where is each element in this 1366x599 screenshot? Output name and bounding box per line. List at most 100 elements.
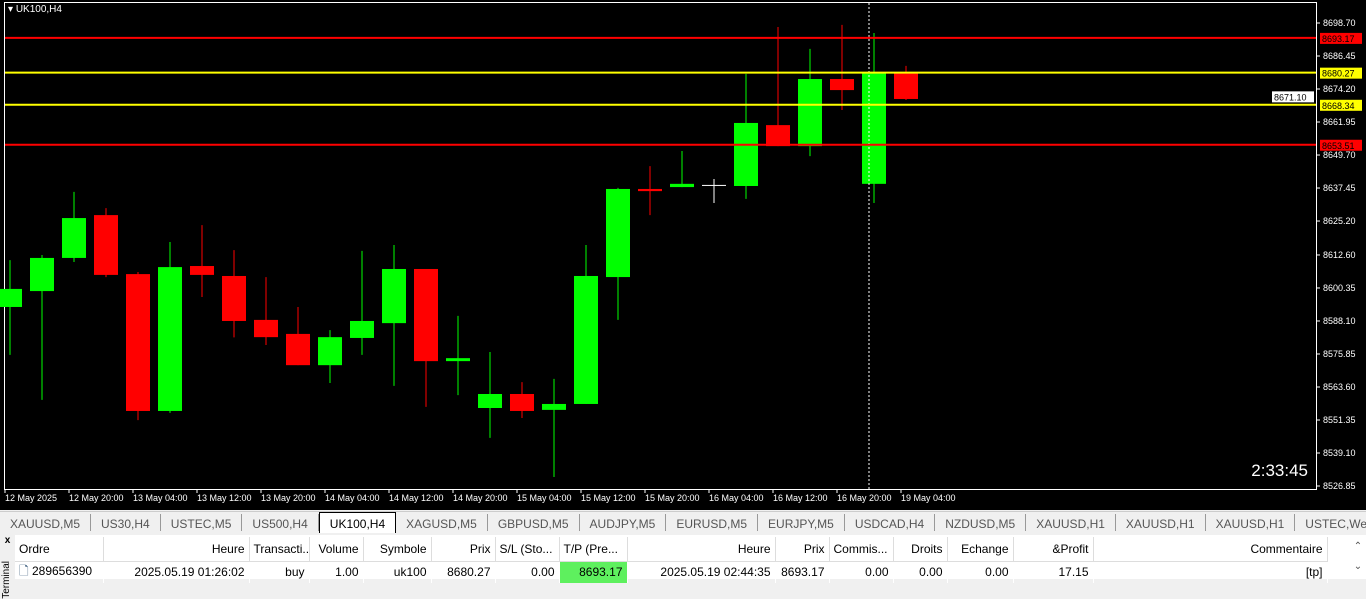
column-header[interactable]: Prix — [431, 537, 496, 562]
candle — [0, 260, 22, 355]
terminal-side: x Terminal — [0, 535, 15, 599]
cell: 1.00 — [309, 561, 364, 583]
chart-symbol-label[interactable]: ▾ UK100,H4 — [8, 4, 62, 15]
time-tick-label: 14 May 20:00 — [453, 493, 508, 503]
time-tick-label: 15 May 04:00 — [517, 493, 572, 503]
candle — [510, 382, 534, 418]
candle — [414, 268, 438, 407]
candle — [798, 48, 822, 157]
chart-canvas[interactable]: 8698.70 8686.45 8674.20 8661.95 8649.70 8637.… — [0, 0, 1366, 510]
price-level-tag — [1320, 67, 1362, 79]
candle-body — [62, 218, 86, 258]
cell: 17.15 — [1013, 561, 1094, 583]
time-tick-label: 16 May 12:00 — [773, 493, 828, 503]
cell: 2025.05.19 02:44:35 — [627, 561, 776, 583]
column-header[interactable]: S/L (Sto... — [495, 537, 560, 562]
tab-eurjpy-m5[interactable]: EURJPY,M5 — [758, 514, 845, 531]
tab-xauusd-h1[interactable]: XAUUSD,H1 — [1116, 514, 1206, 531]
trades-table: Ordre Heure Transacti... Volume Symbole Prix S… — [15, 537, 1328, 583]
column-header[interactable]: Echange — [947, 537, 1014, 562]
scrollbar[interactable]: ⌃ ⌄ — [1350, 537, 1366, 579]
tab-xagusd-m5[interactable]: XAGUSD,M5 — [396, 514, 488, 531]
tab-xauusd-h1[interactable]: XAUUSD,H1 — [1026, 514, 1116, 531]
candle — [318, 330, 342, 383]
terminal-label: Terminal — [1, 561, 12, 599]
tab-usdcad-h4[interactable]: USDCAD,H4 — [845, 514, 936, 531]
cell-value: 0.00 — [985, 565, 1009, 579]
tab-us30-h4[interactable]: US30,H4 — [91, 514, 161, 531]
cell: 8680.27 — [431, 561, 496, 583]
candle — [62, 191, 86, 262]
tab-ustec-weekly[interactable]: USTEC,Weekly — [1295, 514, 1366, 531]
price-level-tag — [1320, 99, 1362, 111]
time-tick-label: 13 May 04:00 — [133, 493, 188, 503]
column-header[interactable]: Transacti... — [249, 537, 310, 562]
tab-audjpy-m5[interactable]: AUDJPY,M5 — [580, 514, 667, 531]
price-tick-label: 8661.95 — [1323, 117, 1356, 127]
cell-value: 8693.17 — [579, 565, 623, 579]
price-chart[interactable]: 8698.70 8686.45 8674.20 8661.95 8649.70 8637.… — [0, 0, 1366, 510]
candle-body — [670, 183, 694, 188]
chart-tabs: XAUUSD,M5 US30,H4 USTEC,M5 US500,H4 UK100,H4… — [0, 511, 1366, 533]
cell-value: 2025.05.19 01:26:02 — [134, 565, 245, 579]
cell-value: 0.00 — [919, 565, 943, 579]
tab-gbpusd-m5[interactable]: GBPUSD,M5 — [488, 514, 580, 531]
tab-xauusd-h1[interactable]: XAUUSD,H1 — [1206, 514, 1296, 531]
price-tick-label: 8637.45 — [1323, 183, 1356, 193]
cell-value: 0.00 — [865, 565, 889, 579]
tab-xauusd-m5[interactable]: XAUUSD,M5 — [0, 514, 92, 531]
candle — [734, 73, 758, 199]
column-header[interactable]: Volume — [309, 537, 364, 562]
candle-body — [222, 275, 246, 321]
candle — [30, 254, 54, 400]
candle-body — [0, 288, 22, 307]
candle-timer: 2:33:45 — [1251, 461, 1308, 480]
candle-body — [510, 393, 534, 411]
price-tick-label: 8526.85 — [1323, 481, 1356, 491]
tab-eurusd-m5[interactable]: EURUSD,M5 — [666, 514, 759, 531]
candle-body — [798, 79, 822, 147]
candle-body — [350, 320, 374, 338]
cell: buy — [249, 561, 310, 583]
candle-body — [446, 358, 470, 362]
column-header[interactable]: Droits — [893, 537, 948, 562]
time-tick-label: 12 May 2025 — [5, 493, 57, 503]
trade-row[interactable]: 🗋 289656390 2025.05.19 01:26:02 buy 1.00 uk1… — [15, 561, 1328, 583]
tab-uk100-h4[interactable]: UK100,H4 — [318, 512, 397, 533]
column-header[interactable]: Heure — [627, 537, 776, 562]
column-header[interactable]: T/P (Pre... — [559, 537, 628, 562]
chart-frame — [4, 2, 1317, 490]
scroll-up-icon[interactable]: ⌃ — [1353, 541, 1363, 552]
cell: 0.00 — [829, 561, 894, 583]
price-tick-label: 8686.45 — [1323, 51, 1356, 61]
candle-body — [894, 73, 918, 99]
cell-value: 2025.05.19 02:44:35 — [660, 565, 771, 579]
candle-body — [830, 79, 854, 91]
close-icon[interactable]: x — [4, 535, 11, 546]
candle-body — [638, 188, 662, 192]
scroll-down-icon[interactable]: ⌄ — [1353, 561, 1363, 572]
candle — [542, 378, 566, 477]
column-header[interactable]: &Profit — [1013, 537, 1094, 562]
tab-us500-h4[interactable]: US500,H4 — [242, 514, 319, 531]
price-tick-label: 8575.85 — [1323, 349, 1356, 359]
candle — [254, 277, 278, 345]
column-header[interactable]: Commis... — [829, 537, 894, 562]
column-header[interactable]: Heure — [103, 537, 250, 562]
column-header[interactable]: Symbole — [363, 537, 432, 562]
column-header[interactable]: Prix — [775, 537, 830, 562]
candle-body — [414, 268, 438, 362]
candle — [446, 315, 470, 396]
column-header[interactable]: Commentaire — [1093, 537, 1328, 562]
price-tick-label: 8698.70 — [1323, 18, 1356, 28]
price-level-label: 8668.34 — [1322, 101, 1355, 111]
column-header[interactable]: Ordre — [15, 537, 104, 562]
bid-label: 8671.10 — [1274, 92, 1307, 102]
candle-body — [254, 319, 278, 338]
tab-ustec-m5[interactable]: USTEC,M5 — [161, 514, 243, 531]
candle-body — [318, 337, 342, 366]
tab-nzdusd-m5[interactable]: NZDUSD,M5 — [935, 514, 1027, 531]
cell-value: 17.15 — [1058, 565, 1089, 579]
cell: [tp] — [1093, 561, 1328, 583]
price-tick-label: 8674.20 — [1323, 84, 1356, 94]
